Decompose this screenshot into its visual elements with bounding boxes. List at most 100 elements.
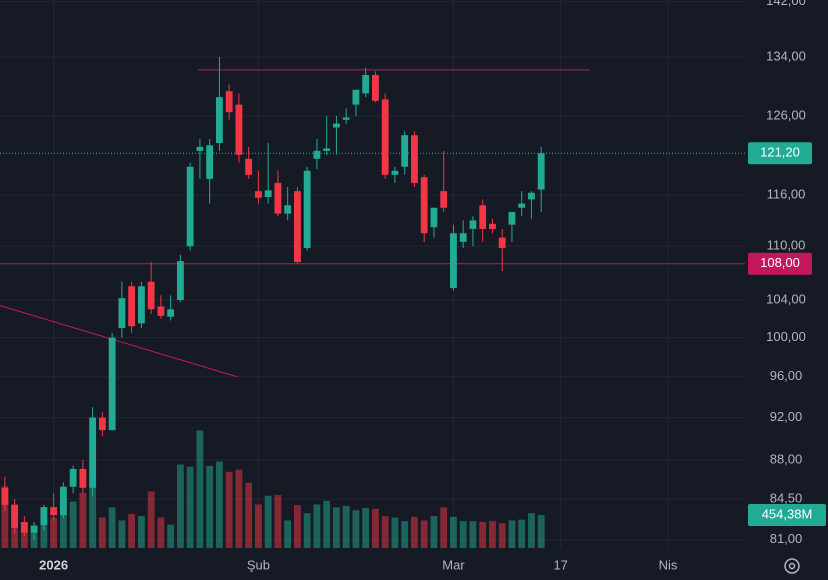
y-tick-label: 142,00 [766, 0, 806, 8]
candle-body [342, 117, 350, 120]
volume-bar [430, 516, 438, 548]
volume-bar [303, 513, 311, 548]
candle-body [245, 158, 253, 175]
volume-bar [362, 508, 370, 548]
candle-body [167, 309, 175, 317]
volume-bar [333, 507, 340, 548]
y-tick-label: 92,00 [770, 409, 803, 424]
candle-body [157, 306, 165, 316]
volume-bar [225, 471, 233, 548]
candle-body [215, 97, 223, 144]
candle-body [459, 233, 467, 242]
volume-bar [284, 520, 292, 548]
candle-body [89, 417, 97, 488]
volume-bar [245, 482, 253, 548]
candle-body [381, 99, 389, 175]
x-tick-label: Şub [247, 557, 270, 572]
candle-body [440, 191, 448, 208]
volume-bar [196, 430, 204, 548]
y-tick-label: 110,00 [767, 238, 806, 253]
candle-body [401, 135, 409, 167]
volume-bar [518, 519, 526, 548]
hline-price-box [748, 252, 812, 275]
volume-bar [176, 464, 184, 548]
volume-bar [235, 469, 243, 548]
volume-bar [137, 516, 145, 548]
volume-bar [264, 495, 272, 548]
y-tick-label: 100,00 [766, 329, 806, 344]
candle-body [313, 150, 321, 159]
candle-body [333, 123, 340, 128]
volume-label: 454,38M [762, 506, 813, 521]
candle-body [498, 237, 506, 248]
volume-bar [254, 504, 262, 548]
volume-bar [206, 465, 214, 548]
candle-body [518, 203, 526, 208]
candle-body [420, 177, 428, 234]
volume-bar [50, 517, 58, 548]
candle-body [11, 504, 19, 528]
volume-bar [323, 500, 331, 548]
volume-bar [508, 520, 516, 548]
volume-bar [147, 491, 155, 548]
volume-bar [186, 466, 194, 548]
volume-bar [40, 526, 48, 548]
volume-bar [108, 507, 116, 548]
candle-body [206, 145, 214, 179]
candle-body [489, 223, 496, 229]
candle-body [528, 192, 535, 200]
candle-body [118, 298, 126, 329]
candle-body [59, 486, 67, 516]
x-tick-label: 2026 [39, 557, 68, 572]
volume-bar [342, 505, 350, 548]
y-tick-label: 84,50 [770, 491, 803, 506]
candle-body [450, 233, 457, 289]
candle-body [254, 191, 262, 198]
volume-bar [118, 520, 126, 548]
y-tick-label: 88,00 [770, 452, 803, 467]
candle-body [362, 75, 370, 94]
candle-body [430, 207, 438, 228]
volume-bar [498, 523, 506, 548]
volume-bar [69, 501, 77, 548]
candle-body [186, 166, 194, 247]
volume-bar [98, 517, 106, 548]
candle-body [50, 507, 58, 516]
candle-body [284, 205, 292, 214]
volume-bar [313, 504, 321, 548]
y-tick-label: 126,00 [766, 107, 806, 122]
last-price-label: 121,20 [760, 145, 800, 160]
volume-bar [274, 495, 282, 548]
candle-body [274, 182, 282, 214]
volume-bar [89, 475, 97, 548]
volume-bar [1, 486, 9, 548]
candle-body [469, 220, 477, 229]
candle-body [79, 468, 87, 488]
y-tick-label: 81,00 [770, 531, 803, 546]
volume-bar [215, 461, 223, 548]
volume-bar [489, 521, 496, 548]
candle-body [264, 190, 272, 197]
volume-bar [479, 521, 487, 548]
settings-button[interactable] [784, 558, 800, 574]
volume-bar [79, 492, 87, 548]
candle-body [137, 286, 145, 324]
candle-body [479, 205, 487, 229]
volume-bar [440, 507, 448, 548]
volume-bar [450, 516, 457, 548]
volume-bar [128, 513, 136, 548]
candle-body [176, 261, 184, 300]
candle-body [303, 170, 311, 248]
x-tick-label: 17 [553, 557, 567, 572]
volume-bar [401, 521, 409, 548]
candle-body [508, 211, 516, 225]
candle-body [108, 337, 116, 431]
candle-body [372, 75, 379, 101]
candle-body [40, 507, 48, 526]
candle-body [147, 281, 155, 310]
candle-body [20, 522, 28, 533]
candle-body [323, 148, 331, 151]
